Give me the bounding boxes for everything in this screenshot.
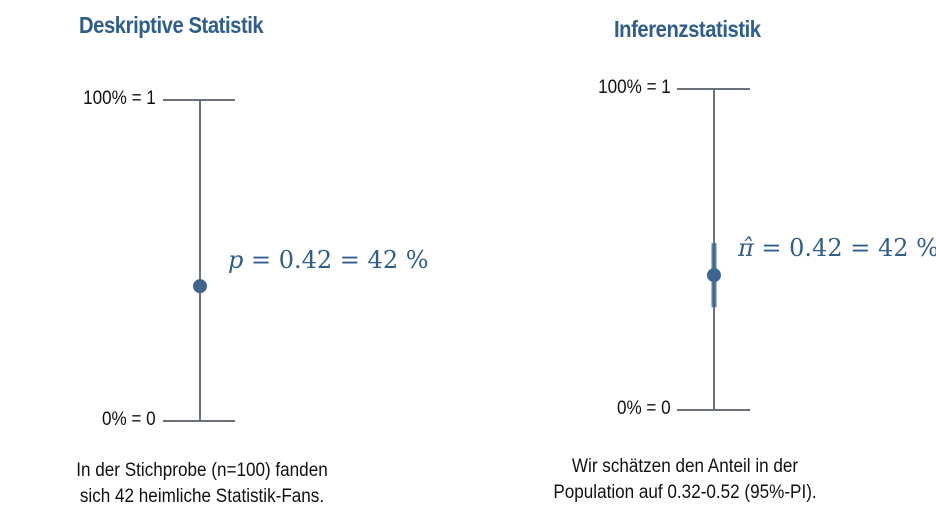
left-caption-line2: sich 42 heimliche Statistik-Fans. — [79, 486, 325, 507]
right-estimate-point — [707, 268, 721, 283]
left-estimate-symbol: p — [228, 246, 244, 274]
right-caption-line2: Population auf 0.32-0.52 (95%-PI). — [553, 482, 817, 503]
left-estimate-point — [193, 279, 207, 294]
left-panel-title: Deskriptive Statistik — [79, 12, 264, 38]
right-panel-title: Inferenzstatistik — [614, 16, 761, 42]
right-top-label: 100% = 1 — [598, 77, 671, 98]
right-caption: Wir schätzen den Anteil in der Populatio… — [523, 454, 847, 506]
left-estimate-value: = 0.42 = 42 % — [243, 246, 429, 274]
left-top-label: 100% = 1 — [83, 88, 156, 109]
left-bottom-label: 0% = 0 — [102, 409, 156, 430]
left-caption-line1: In der Stichprobe (n=100) fanden — [76, 460, 328, 481]
right-estimate-formula: π̂ = 0.42 = 42 % — [738, 234, 936, 262]
right-estimate-symbol: π̂ — [738, 234, 754, 262]
left-caption: In der Stichprobe (n=100) fanden sich 42… — [40, 458, 364, 510]
right-bottom-label: 0% = 0 — [617, 398, 671, 419]
left-estimate-formula: p = 0.42 = 42 % — [228, 246, 429, 274]
right-caption-line1: Wir schätzen den Anteil in der — [571, 456, 799, 477]
right-estimate-value: = 0.42 = 42 % — [753, 234, 936, 262]
